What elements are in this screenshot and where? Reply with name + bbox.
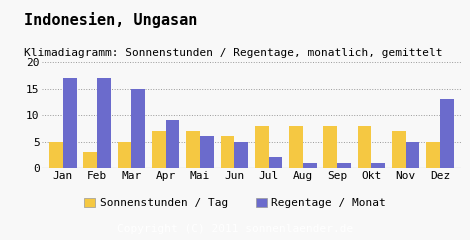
Bar <box>152 131 166 168</box>
Bar <box>220 136 235 168</box>
Bar <box>371 163 385 168</box>
Bar <box>166 120 180 168</box>
Bar <box>323 126 337 168</box>
Bar <box>84 152 97 168</box>
Bar <box>97 78 111 168</box>
Bar <box>392 131 406 168</box>
Bar <box>186 131 200 168</box>
Text: Indonesien, Ungasan: Indonesien, Ungasan <box>24 12 197 28</box>
Bar <box>200 136 214 168</box>
Bar <box>406 142 419 168</box>
Bar <box>440 99 454 168</box>
Bar <box>132 89 145 168</box>
Bar <box>255 126 268 168</box>
Bar <box>426 142 440 168</box>
Text: Copyright (C) 2011 sonnenlaender.de: Copyright (C) 2011 sonnenlaender.de <box>117 224 353 234</box>
Bar <box>268 157 282 168</box>
Bar <box>358 126 371 168</box>
Bar <box>63 78 77 168</box>
Bar <box>289 126 303 168</box>
Bar <box>49 142 63 168</box>
Text: Klimadiagramm: Sonnenstunden / Regentage, monatlich, gemittelt: Klimadiagramm: Sonnenstunden / Regentage… <box>24 48 442 58</box>
Bar <box>337 163 351 168</box>
Bar <box>118 142 132 168</box>
Bar <box>303 163 317 168</box>
Bar <box>235 142 248 168</box>
Legend: Sonnenstunden / Tag, Regentage / Monat: Sonnenstunden / Tag, Regentage / Monat <box>79 194 391 213</box>
